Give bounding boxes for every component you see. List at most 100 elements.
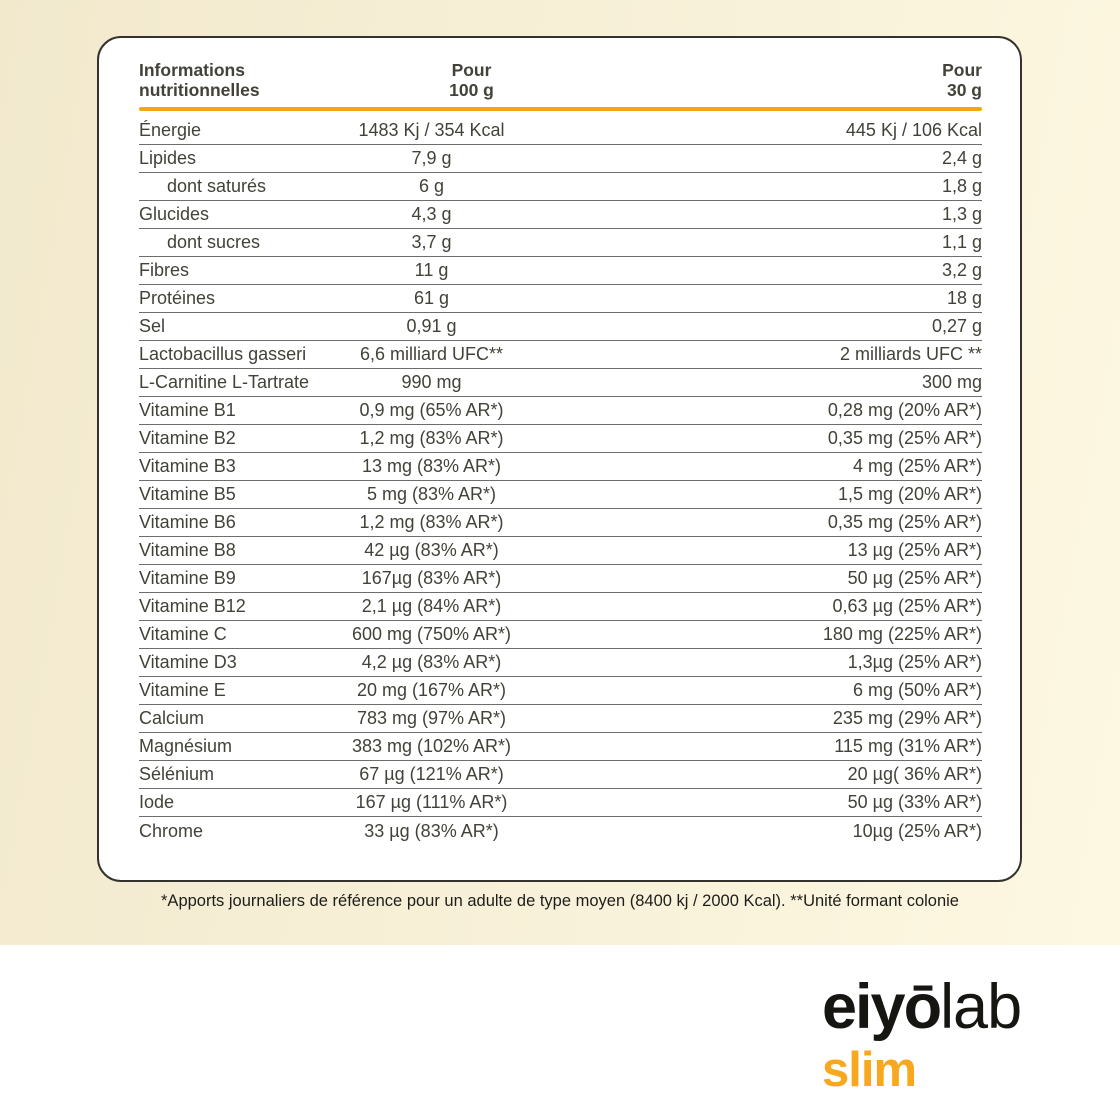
- row-label: Vitamine B6: [139, 512, 236, 532]
- row-label: dont saturés: [167, 176, 267, 196]
- row-value-30g: 115 mg (31% AR*): [834, 736, 982, 756]
- row-value-100g: 0,9 mg (65% AR*): [359, 400, 504, 420]
- row-value-30g: 6 mg (50% AR*): [852, 680, 982, 700]
- table-row: dont sucres 3,7 g 1,1 g: [139, 229, 982, 257]
- row-label: Sel: [139, 316, 166, 336]
- table-row: Calcium 783 mg (97% AR*) 235 mg (29% AR*): [139, 705, 982, 733]
- row-label: L-Carnitine L-Tartrate: [139, 372, 310, 392]
- row-value-100g: 4,3 g: [411, 204, 452, 224]
- row-label: Iode: [139, 792, 175, 812]
- row-value-100g: 42 µg (83% AR*): [364, 540, 499, 560]
- row-value-30g: 1,8 g: [941, 176, 982, 196]
- row-value-30g: 2,4 g: [941, 148, 982, 168]
- table-row: Vitamine B8 42 µg (83% AR*) 13 µg (25% AR*…: [139, 537, 982, 565]
- row-value-30g: 300 mg: [921, 372, 982, 392]
- row-value-30g: 1,1 g: [941, 232, 982, 252]
- row-value-100g: 5 mg (83% AR*): [366, 484, 497, 504]
- table-row: Énergie 1483 Kj / 354 Kcal 445 Kj / 106 Kc…: [139, 117, 982, 145]
- row-value-100g: 4,2 µg (83% AR*): [361, 652, 502, 672]
- accent-rule: [139, 107, 982, 111]
- table-body: Énergie 1483 Kj / 354 Kcal 445 Kj / 106 Kc…: [139, 117, 982, 845]
- table-row: Vitamine B12 2,1 µg (84% AR*) 0,63 µg (25%…: [139, 593, 982, 621]
- table-row: Lactobacillus gasseri 6,6 milliard UFC** 2…: [139, 341, 982, 369]
- row-label: Lactobacillus gasseri: [139, 344, 307, 364]
- row-value-100g: 3,7 g: [411, 232, 452, 252]
- table-row: Protéines 61 g 18 g: [139, 285, 982, 313]
- row-label: Chrome: [139, 820, 204, 841]
- row-value-30g: 10µg (25% AR*): [852, 820, 982, 841]
- table-row: Magnésium 383 mg (102% AR*) 115 mg (31% AR…: [139, 733, 982, 761]
- row-label: Vitamine B1: [139, 400, 236, 420]
- row-value-100g: 2,1 µg (84% AR*): [361, 596, 502, 616]
- row-label: Énergie: [139, 120, 202, 140]
- row-label: Vitamine B3: [139, 456, 236, 476]
- row-value-30g: 445 Kj / 106 Kcal: [845, 120, 982, 140]
- table-row: Vitamine C 600 mg (750% AR*) 180 mg (225% …: [139, 621, 982, 649]
- table-row: Vitamine B3 13 mg (83% AR*) 4 mg (25% AR*): [139, 453, 982, 481]
- table-row: Vitamine B9 167µg (83% AR*) 50 µg (25% AR*…: [139, 565, 982, 593]
- table-row: Iode 167 µg (111% AR*) 50 µg (33% AR*): [139, 789, 982, 817]
- row-value-30g: 2 milliards UFC **: [839, 344, 982, 364]
- row-value-30g: 50 µg (25% AR*): [847, 568, 982, 588]
- row-value-30g: 0,35 mg (25% AR*): [827, 428, 982, 448]
- row-label: Lipides: [139, 148, 197, 168]
- row-label: Sélénium: [139, 764, 215, 784]
- row-label: Vitamine C: [139, 624, 227, 644]
- row-value-30g: 4 mg (25% AR*): [852, 456, 982, 476]
- row-value-30g: 50 µg (33% AR*): [847, 792, 982, 812]
- row-value-30g: 1,3µg (25% AR*): [847, 652, 982, 672]
- row-value-30g: 13 µg (25% AR*): [847, 540, 982, 560]
- row-value-100g: 383 mg (102% AR*): [351, 736, 512, 756]
- row-value-30g: 18 g: [946, 288, 982, 308]
- row-value-100g: 13 mg (83% AR*): [361, 456, 502, 476]
- row-value-30g: 0,27 g: [931, 316, 982, 336]
- row-label: Vitamine E: [139, 680, 226, 700]
- row-label: Protéines: [139, 288, 216, 308]
- row-value-30g: 1,5 mg (20% AR*): [837, 484, 982, 504]
- row-label: Vitamine B5: [139, 484, 236, 504]
- brand-logo-slim: slim: [822, 1043, 917, 1097]
- row-value-30g: 1,3 g: [941, 204, 982, 224]
- row-value-100g: 20 mg (167% AR*): [356, 680, 507, 700]
- header-per-30g: Pour 30 g: [942, 60, 982, 100]
- row-value-100g: 783 mg (97% AR*): [356, 708, 507, 728]
- row-value-30g: 3,2 g: [941, 260, 982, 280]
- row-label: Vitamine B8: [139, 540, 236, 560]
- row-label: Calcium: [139, 708, 205, 728]
- row-label: Vitamine D3: [139, 652, 237, 672]
- row-value-100g: 167µg (83% AR*): [361, 568, 502, 588]
- row-value-100g: 7,9 g: [411, 148, 452, 168]
- row-label: Vitamine B2: [139, 428, 236, 448]
- row-value-100g: 600 mg (750% AR*): [351, 624, 512, 644]
- row-value-100g: 61 g: [413, 288, 450, 308]
- row-value-100g: 1,2 mg (83% AR*): [359, 428, 504, 448]
- row-value-100g: 1,2 mg (83% AR*): [359, 512, 504, 532]
- row-value-100g: 167 µg (111% AR*): [355, 792, 508, 812]
- row-value-100g: 6 g: [418, 176, 445, 196]
- table-row: Vitamine B5 5 mg (83% AR*) 1,5 mg (20% AR*…: [139, 481, 982, 509]
- row-value-100g: 67 µg (121% AR*): [359, 764, 504, 784]
- row-label: Magnésium: [139, 736, 233, 756]
- row-value-30g: 180 mg (225% AR*): [822, 624, 982, 644]
- table-row: Vitamine B1 0,9 mg (65% AR*) 0,28 mg (20% …: [139, 397, 982, 425]
- row-label: dont sucres: [167, 232, 261, 252]
- brand-logo: eiyōlab slim: [822, 976, 1022, 1097]
- row-label: Fibres: [139, 260, 190, 280]
- row-value-30g: 0,63 µg (25% AR*): [832, 596, 982, 616]
- brand-logo-wordmark: eiyōlab: [822, 976, 1022, 1039]
- table-row: Lipides 7,9 g 2,4 g: [139, 145, 982, 173]
- table-row: Vitamine E 20 mg (167% AR*) 6 mg (50% AR*): [139, 677, 982, 705]
- table-row: Fibres 11 g 3,2 g: [139, 257, 982, 285]
- table-row: Chrome 33 µg (83% AR*) 10µg (25% AR*): [139, 817, 982, 845]
- row-value-30g: 20 µg( 36% AR*): [847, 764, 982, 784]
- brand-logo-lab: lab: [940, 972, 1022, 1042]
- header-per-100g: Pour 100 g: [449, 60, 494, 100]
- table-row: Vitamine D3 4,2 µg (83% AR*) 1,3µg (25% AR…: [139, 649, 982, 677]
- white-bottom-band: [0, 945, 1120, 1120]
- row-value-100g: 0,91 g: [406, 316, 457, 336]
- table-row: Sel 0,91 g 0,27 g: [139, 313, 982, 341]
- row-label: Glucides: [139, 204, 210, 224]
- table-row: L-Carnitine L-Tartrate 990 mg 300 mg: [139, 369, 982, 397]
- row-label: Vitamine B12: [139, 596, 246, 616]
